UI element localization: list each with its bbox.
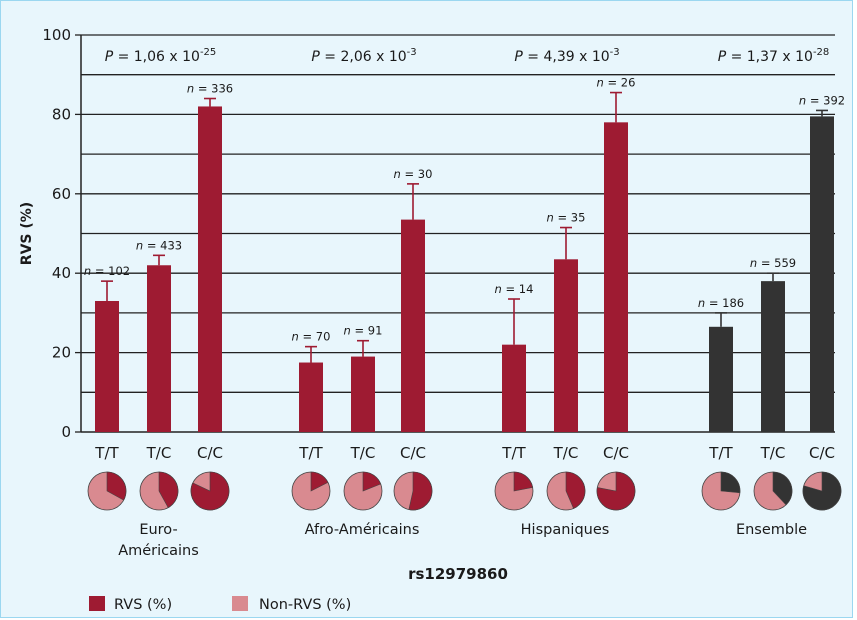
n-label: n = 30 xyxy=(394,167,433,181)
p-value-label: P = 4,39 x 10-3 xyxy=(514,47,619,65)
y-tick-label: 40 xyxy=(52,264,71,282)
pie-slice-rvs xyxy=(310,471,329,492)
pie-slice-rvs xyxy=(362,471,382,492)
genotype-label: C/C xyxy=(603,444,629,462)
n-label: n = 35 xyxy=(547,211,586,225)
bar xyxy=(502,344,526,432)
n-label: n = 26 xyxy=(597,76,636,90)
pie-slice-rvs xyxy=(565,471,586,509)
n-label: n = 70 xyxy=(292,330,331,344)
bar xyxy=(604,122,628,432)
n-label: n = 559 xyxy=(750,256,796,270)
pie-slice-rvs xyxy=(513,471,534,492)
p-value-label: P = 2,06 x 10-3 xyxy=(311,47,416,65)
bar xyxy=(147,265,171,432)
n-label: n = 186 xyxy=(698,296,744,310)
genotype-label: T/C xyxy=(146,444,172,462)
pie-slice-rvs xyxy=(158,471,179,509)
bar xyxy=(761,281,785,432)
pie-slice-rvs xyxy=(408,471,433,511)
genotype-label: C/C xyxy=(809,444,835,462)
legend-label: RVS (%) xyxy=(114,597,172,613)
y-tick-label: 80 xyxy=(52,105,71,123)
genotype-label: T/C xyxy=(760,444,786,462)
y-axis-label: RVS (%) xyxy=(19,202,35,265)
genotype-label: T/T xyxy=(501,444,526,462)
bar xyxy=(810,116,834,432)
y-tick-label: 60 xyxy=(52,185,71,203)
bar xyxy=(351,356,375,432)
x-axis-label: rs12979860 xyxy=(408,565,508,583)
pie-slice-rvs xyxy=(596,471,636,511)
pie-slice-rvs xyxy=(772,471,793,506)
bar xyxy=(198,106,222,433)
y-tick-label: 20 xyxy=(52,344,71,362)
genotype-label: C/C xyxy=(197,444,223,462)
bar xyxy=(299,362,323,432)
genotype-label: T/C xyxy=(553,444,579,462)
genotype-label: T/T xyxy=(708,444,733,462)
n-label: n = 102 xyxy=(84,264,130,278)
group-label: Ensemble xyxy=(736,522,807,538)
genotype-label: C/C xyxy=(400,444,426,462)
legend-label: Non-RVS (%) xyxy=(259,597,351,613)
legend-swatch xyxy=(89,596,105,611)
genotype-label: T/T xyxy=(298,444,323,462)
p-value-label: P = 1,06 x 10-25 xyxy=(105,47,217,65)
group-label: Afro-Américains xyxy=(305,522,420,538)
n-label: n = 91 xyxy=(344,324,383,338)
n-label: n = 336 xyxy=(187,82,233,96)
bar xyxy=(95,300,119,432)
pie-slice-rvs xyxy=(802,471,842,511)
y-tick-label: 100 xyxy=(42,26,71,44)
group-label: Américains xyxy=(118,543,199,559)
y-tick-label: 0 xyxy=(61,423,71,441)
bar xyxy=(401,219,425,432)
genotype-label: T/T xyxy=(94,444,119,462)
bar xyxy=(554,259,578,432)
p-value-label: P = 1,37 x 10-28 xyxy=(718,47,830,65)
genotype-label: T/C xyxy=(350,444,376,462)
legend-swatch xyxy=(232,596,248,611)
n-label: n = 433 xyxy=(136,238,182,252)
group-label: Hispaniques xyxy=(521,522,610,538)
n-label: n = 392 xyxy=(799,93,845,107)
pie-slice-rvs xyxy=(720,471,741,494)
group-label: Euro- xyxy=(139,522,177,538)
pie-slice-rvs xyxy=(106,471,127,501)
n-label: n = 14 xyxy=(495,282,534,296)
bar xyxy=(709,326,733,432)
pie-slice-rvs xyxy=(190,471,230,511)
